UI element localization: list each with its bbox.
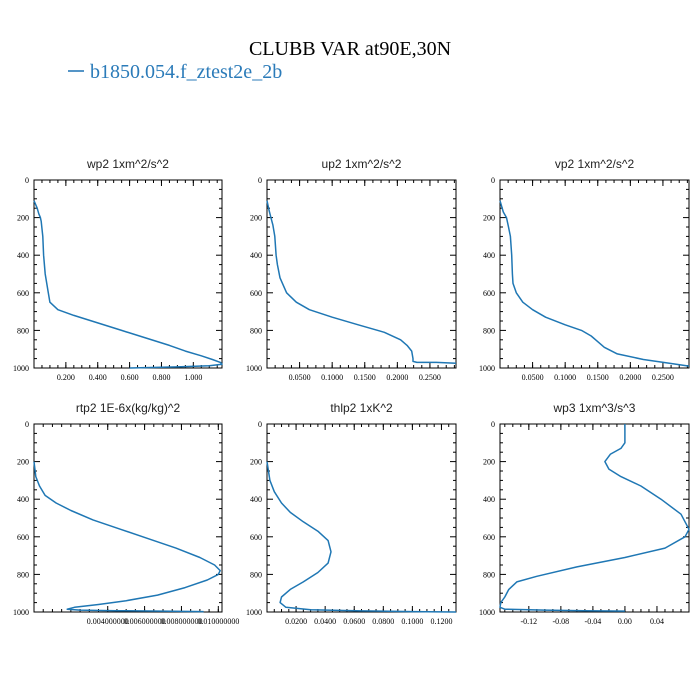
y-tick-label: 200: [250, 214, 262, 223]
x-tick-label: -0.08: [553, 617, 570, 626]
figure-title: CLUBB VAR at90E,30N: [249, 38, 451, 60]
y-tick-label: 800: [250, 326, 262, 335]
y-tick-label: 200: [17, 458, 29, 467]
plot-frame: [33, 423, 223, 613]
y-tick-label: 0: [25, 420, 29, 429]
y-tick-label: 1000: [13, 364, 29, 373]
panel-2: up2 1xm^2/s^2 0 200 400 600 800 1000 0.0500 0.10…: [246, 157, 457, 382]
x-tick-label: 0.1000: [401, 617, 423, 626]
y-tick-label: 1000: [246, 608, 262, 617]
y-tick-label: 0: [491, 176, 495, 185]
y-tick-label: 800: [483, 326, 495, 335]
y-tick-label: 400: [483, 495, 495, 504]
x-tick-label: 0.200: [57, 373, 75, 382]
y-tick-label: 600: [483, 533, 495, 542]
y-tick-label: 400: [250, 251, 262, 260]
x-tick-label: -0.04: [585, 617, 602, 626]
y-tick-label: 800: [250, 570, 262, 579]
x-tick-label: 0.0500: [289, 373, 311, 382]
panel-3: vp2 1xm^2/s^2 0 200 400 600 800 1000 0.0500 0.10…: [479, 157, 690, 382]
panel-4: rtp2 1E-6x(kg/kg)^2 0 200 400 600 800 1000 0.00…: [13, 401, 239, 626]
x-tick-label: 0.2500: [419, 373, 441, 382]
x-tick-label: 0.2000: [386, 373, 408, 382]
y-tick-label: 200: [483, 458, 495, 467]
series-line: [266, 200, 457, 365]
series-line: [499, 200, 690, 367]
x-tick-label: 0.2500: [652, 373, 674, 382]
y-tick-label: 600: [483, 289, 495, 298]
x-tick-label: 0.006000000: [124, 617, 166, 626]
x-tick-label: 0.004000000: [87, 617, 129, 626]
series-line: [499, 424, 690, 612]
panel-title: rtp2 1E-6x(kg/kg)^2: [76, 401, 181, 415]
y-tick-label: 1000: [479, 364, 495, 373]
panels: wp2 1xm^2/s^2 0 200 400 600 800 1000 0.200 0.400…: [13, 157, 690, 626]
x-tick-label: 0.0200: [285, 617, 307, 626]
series-line: [33, 461, 221, 613]
legend: b1850.054.f_ztest2e_2b: [68, 61, 282, 83]
x-tick-label: 0.1000: [321, 373, 343, 382]
y-tick-label: 400: [17, 495, 29, 504]
y-tick-label: 400: [483, 251, 495, 260]
x-tick-label: 1.000: [184, 373, 202, 382]
x-tick-label: 0.2000: [619, 373, 641, 382]
series-line: [33, 200, 223, 369]
x-tick-label: 0.1200: [430, 617, 452, 626]
y-tick-label: 1000: [246, 364, 262, 373]
series-line: [266, 461, 457, 613]
x-tick-label: 0.1000: [554, 373, 576, 382]
y-tick-label: 0: [491, 420, 495, 429]
plot-frame: [266, 423, 457, 613]
y-tick-label: 200: [17, 214, 29, 223]
x-tick-label: 0.1500: [587, 373, 609, 382]
plot-frame: [499, 423, 690, 613]
y-tick-label: 600: [250, 289, 262, 298]
panel-1: wp2 1xm^2/s^2 0 200 400 600 800 1000 0.200 0.400…: [13, 157, 223, 382]
panel-5: thlp2 1xK^2 0 200 400 600 800 1000 0.0200 0.0400…: [246, 401, 457, 626]
x-tick-label: -0.12: [520, 617, 537, 626]
x-tick-label: 0.010000000: [197, 617, 239, 626]
y-tick-label: 600: [250, 533, 262, 542]
y-tick-label: 800: [17, 570, 29, 579]
plot-frame: [33, 179, 223, 369]
panel-title: thlp2 1xK^2: [330, 401, 393, 415]
y-tick-label: 400: [250, 495, 262, 504]
x-tick-label: 0.04: [650, 617, 664, 626]
plot-frame: [266, 179, 457, 369]
panel-title: up2 1xm^2/s^2: [322, 157, 402, 171]
y-tick-label: 1000: [13, 608, 29, 617]
x-tick-label: 0.0800: [372, 617, 394, 626]
x-tick-label: 0.0600: [343, 617, 365, 626]
y-tick-label: 1000: [479, 608, 495, 617]
y-tick-label: 600: [17, 289, 29, 298]
panel-title: wp3 1xm^3/s^3: [553, 401, 636, 415]
legend-label: b1850.054.f_ztest2e_2b: [90, 61, 282, 83]
panel-6: wp3 1xm^3/s^3 0 200 400 600 800 1000 -0.12 -0.08…: [479, 401, 690, 626]
y-tick-label: 0: [25, 176, 29, 185]
y-tick-label: 200: [483, 214, 495, 223]
panel-title: wp2 1xm^2/s^2: [86, 157, 169, 171]
y-tick-label: 0: [258, 176, 262, 185]
x-tick-label: 0.800: [152, 373, 170, 382]
y-tick-label: 400: [17, 251, 29, 260]
x-tick-label: 0.0500: [522, 373, 544, 382]
x-tick-label: 0.008000000: [160, 617, 202, 626]
y-tick-label: 800: [483, 570, 495, 579]
x-tick-label: 0.400: [89, 373, 107, 382]
y-tick-label: 0: [258, 420, 262, 429]
x-tick-label: 0.1500: [354, 373, 376, 382]
x-tick-label: 0.600: [121, 373, 139, 382]
y-tick-label: 200: [250, 458, 262, 467]
y-tick-label: 800: [17, 326, 29, 335]
x-tick-label: 0.0400: [314, 617, 336, 626]
panel-title: vp2 1xm^2/s^2: [555, 157, 635, 171]
y-tick-label: 600: [17, 533, 29, 542]
x-tick-label: 0.00: [618, 617, 632, 626]
